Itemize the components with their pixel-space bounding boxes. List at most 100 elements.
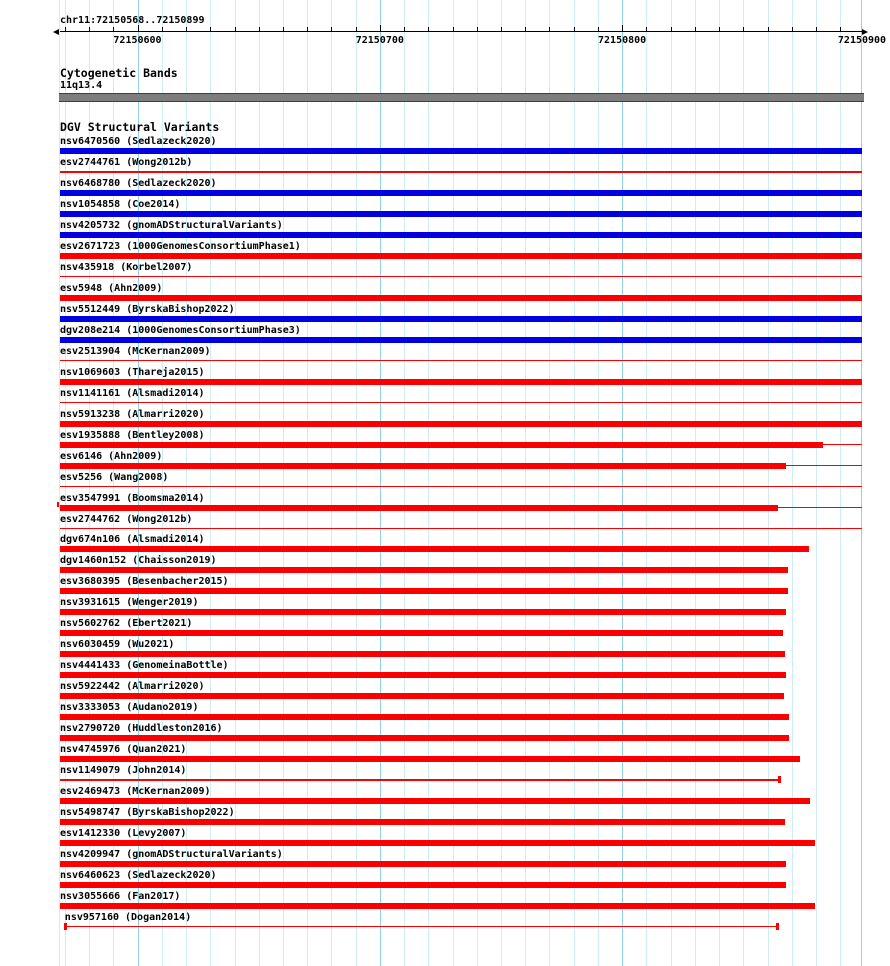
variant-bar[interactable] <box>60 189 862 196</box>
variant-label[interactable]: nsv5922442 (Almarri2020) <box>60 681 205 693</box>
variant-line[interactable] <box>60 485 862 487</box>
variant-bar[interactable] <box>60 756 801 763</box>
gridline <box>816 0 817 966</box>
variant-bar[interactable] <box>60 861 786 867</box>
variant-label[interactable]: nsv6460623 (Sedlazeck2020) <box>60 869 217 881</box>
variant-bar[interactable] <box>60 881 786 888</box>
variant-label[interactable]: esv5256 (Wang2008) <box>60 471 169 483</box>
variant-label[interactable]: nsv5602762 (Ebert2021) <box>60 618 193 630</box>
variant-bar[interactable] <box>60 210 862 217</box>
variant-label[interactable]: esv2469473 (McKernan2009) <box>60 786 211 798</box>
variant-bar[interactable] <box>60 672 786 679</box>
variant-tail-line <box>785 464 862 466</box>
variant-label[interactable]: dgv208e214 (1000GenomesConsortiumPhase3) <box>60 324 301 336</box>
ruler-tick <box>89 27 91 31</box>
ruler-tick <box>501 27 502 31</box>
ruler-tick <box>331 27 333 31</box>
variant-line[interactable] <box>60 527 862 529</box>
variant-bar[interactable] <box>60 420 862 427</box>
variant-bar[interactable] <box>60 630 783 637</box>
cytoband-bar[interactable] <box>59 93 864 102</box>
ruler-tick <box>549 27 551 31</box>
variant-bar[interactable] <box>60 336 862 343</box>
variant-bar[interactable] <box>60 567 789 574</box>
variant-label[interactable]: esv2513904 (McKernan2009) <box>60 345 211 357</box>
variant-label[interactable]: nsv4441433 (GenomeinaBottle) <box>60 660 229 672</box>
ruler-left-arrow-icon <box>53 28 59 35</box>
variant-bar[interactable] <box>60 504 778 511</box>
variant-label[interactable]: esv3547991 (Boomsma2014) <box>60 492 205 504</box>
variant-bar[interactable] <box>60 546 810 553</box>
variant-label[interactable]: nsv6468780 (Sedlazeck2020) <box>60 177 217 189</box>
variant-label[interactable]: dgv674n106 (Alsmadi2014) <box>60 534 205 546</box>
ruler-tick <box>379 25 381 31</box>
variant-line[interactable] <box>60 171 862 173</box>
variant-label[interactable]: nsv957160 (Dogan2014) <box>64 911 192 923</box>
variant-bar[interactable] <box>60 588 789 595</box>
variant-tail-line <box>822 443 862 446</box>
variant-bar[interactable] <box>60 693 785 700</box>
variant-label[interactable]: nsv1069603 (Thareja2015) <box>60 366 205 378</box>
ruler-tick <box>282 27 284 31</box>
variant-label[interactable]: nsv1149079 (John2014) <box>60 765 187 777</box>
variant-bar[interactable] <box>60 252 862 259</box>
variant-label[interactable]: nsv4205732 (gnomADStructuralVariants) <box>60 219 283 231</box>
variant-bar[interactable] <box>60 651 785 658</box>
variant-bar[interactable] <box>60 735 789 742</box>
variant-label[interactable]: esv5948 (Ahn2009) <box>60 282 163 294</box>
variant-label[interactable]: esv3680395 (Besenbacher2015) <box>60 576 229 588</box>
variant-label[interactable]: nsv3333053 (Audano2019) <box>60 702 199 714</box>
variant-label[interactable]: esv2744762 (Wong2012b) <box>60 513 193 525</box>
variant-bar[interactable] <box>60 462 786 469</box>
variant-label[interactable]: esv2744761 (Wong2012b) <box>60 157 193 168</box>
variant-label[interactable]: nsv2790720 (Huddleston2016) <box>60 723 223 735</box>
variant-label[interactable]: dgv1460n152 (Chaisson2019) <box>60 555 217 567</box>
variant-bar[interactable] <box>60 378 862 385</box>
variant-bar[interactable] <box>60 609 786 616</box>
variant-line[interactable] <box>60 275 862 278</box>
ruler-tick <box>816 27 817 31</box>
variant-bar[interactable] <box>60 798 810 805</box>
variant-label[interactable]: nsv6470560 (Sedlazeck2020) <box>60 136 217 147</box>
variant-bar[interactable] <box>60 714 789 721</box>
variant-line[interactable] <box>60 359 862 362</box>
variant-line[interactable] <box>60 401 862 404</box>
variant-bar[interactable] <box>60 819 785 825</box>
variant-bar[interactable] <box>60 148 862 154</box>
variant-start-tick <box>63 922 67 930</box>
gridline <box>791 0 793 966</box>
variant-label[interactable]: nsv3055666 (Fan2017) <box>60 890 181 902</box>
variant-label[interactable]: nsv1141161 (Alsmadi2014) <box>60 387 205 399</box>
variant-label[interactable]: nsv4209947 (gnomADStructuralVariants) <box>60 849 283 860</box>
ruler-tick <box>452 27 454 31</box>
ruler-tick <box>719 27 720 31</box>
ruler-tick <box>258 27 260 31</box>
variant-label[interactable]: nsv435918 (Korbel2007) <box>60 261 193 273</box>
ruler-tick <box>525 27 527 31</box>
variant-label[interactable]: nsv4745976 (Quan2021) <box>60 744 187 756</box>
ruler-tick-label: 72150800 <box>598 35 647 46</box>
variant-label[interactable]: esv1935888 (Bentley2008) <box>60 429 205 441</box>
variant-label[interactable]: nsv6030459 (Wu2021) <box>60 639 175 651</box>
ruler-tick <box>113 27 115 31</box>
variant-bar[interactable] <box>60 294 862 301</box>
variant-line[interactable] <box>60 779 779 781</box>
variant-label[interactable]: nsv5913238 (Almarri2020) <box>60 408 205 420</box>
variant-line[interactable] <box>64 925 777 928</box>
region-label: chr11:72150568..72150899 <box>60 15 205 26</box>
variant-bar[interactable] <box>60 902 815 909</box>
variant-bar[interactable] <box>60 231 862 238</box>
variant-bar[interactable] <box>60 840 815 846</box>
variant-bar[interactable] <box>60 441 823 448</box>
variant-bar[interactable] <box>60 315 862 322</box>
variant-label[interactable]: esv6146 (Ahn2009) <box>60 450 163 462</box>
variant-label[interactable]: nsv1054858 (Coe2014) <box>60 198 181 210</box>
variant-label[interactable]: nsv5498747 (ByrskaBishop2022) <box>60 807 235 818</box>
variant-label[interactable]: esv1412330 (Levy2007) <box>60 828 187 839</box>
variant-label[interactable]: nsv3931615 (Wenger2019) <box>60 597 199 609</box>
variant-label[interactable]: esv2671723 (1000GenomesConsortiumPhase1) <box>60 240 301 252</box>
ruler-line <box>60 31 862 32</box>
ruler-tick <box>622 25 624 31</box>
variant-label[interactable]: nsv5512449 (ByrskaBishop2022) <box>60 303 235 315</box>
